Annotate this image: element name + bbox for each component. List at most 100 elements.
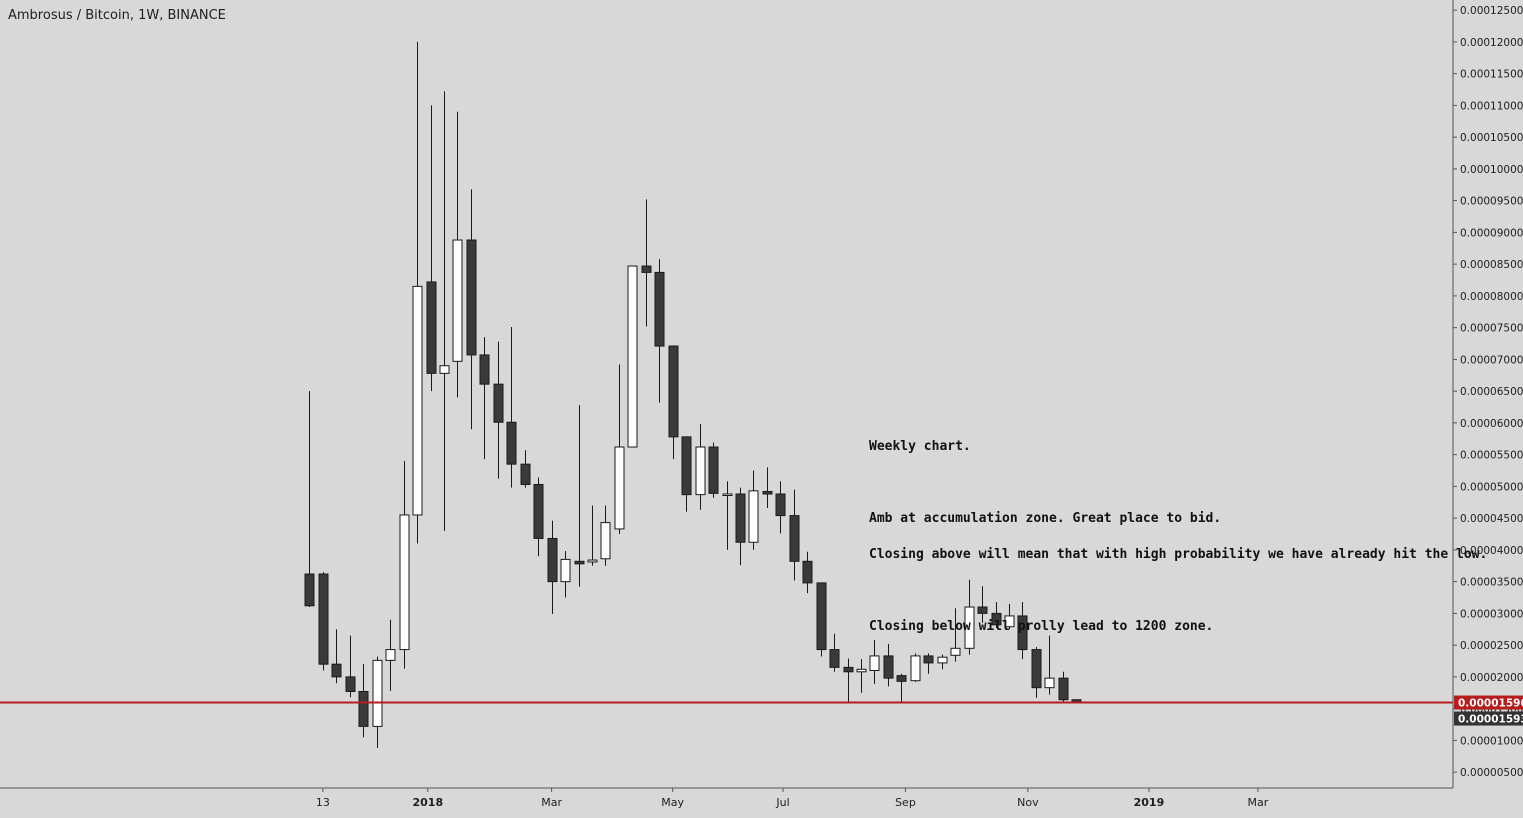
- candle[interactable]: [627, 265, 638, 448]
- candle[interactable]: [1044, 635, 1055, 695]
- price-tick-label: 0.00003500: [1460, 577, 1523, 589]
- candle-body-down: [426, 281, 437, 374]
- horizontal-line-price-label: 0.00001596: [1458, 698, 1523, 710]
- candle[interactable]: [641, 199, 652, 327]
- annotation-line: [869, 477, 1487, 489]
- candle[interactable]: [506, 327, 517, 488]
- candle[interactable]: [708, 442, 719, 498]
- candle[interactable]: [695, 424, 706, 510]
- candle[interactable]: [426, 105, 437, 392]
- candle[interactable]: [856, 659, 867, 693]
- candle[interactable]: [762, 467, 773, 508]
- candle[interactable]: [829, 633, 840, 672]
- plot-area[interactable]: [0, 0, 1453, 788]
- candle-body-up: [385, 649, 396, 661]
- candle[interactable]: [345, 635, 356, 698]
- candle[interactable]: [991, 601, 1002, 628]
- last-price-badge: 0.00001593: [1454, 711, 1523, 726]
- price-tick-label: 0.00005000: [1460, 481, 1523, 493]
- candle[interactable]: [1017, 601, 1028, 660]
- candle[interactable]: [385, 619, 396, 691]
- candle[interactable]: [802, 551, 813, 594]
- candle-body-down: [466, 239, 477, 356]
- candle[interactable]: [977, 586, 988, 623]
- candle[interactable]: [681, 436, 692, 512]
- candle[interactable]: [439, 91, 450, 531]
- annotation-line: Weekly chart.: [869, 439, 971, 454]
- candle[interactable]: [600, 505, 611, 566]
- annotation-line: Closing above will mean that with high p…: [869, 547, 1488, 562]
- candle[interactable]: [412, 41, 423, 544]
- candle-body-down: [896, 675, 907, 682]
- candle-body-down: [318, 573, 329, 665]
- candle[interactable]: [775, 481, 786, 534]
- candle[interactable]: [547, 520, 558, 615]
- horizontal-line-price-badge-bg: [1454, 695, 1523, 710]
- candle[interactable]: [722, 481, 733, 550]
- candle-body-down: [520, 463, 531, 485]
- candle[interactable]: [735, 487, 746, 566]
- candle[interactable]: [587, 505, 598, 566]
- candle-body-up: [1044, 677, 1055, 689]
- price-tick-label: 0.00005500: [1460, 450, 1523, 462]
- candle[interactable]: [816, 582, 827, 657]
- candle[interactable]: [493, 341, 504, 479]
- candle[interactable]: [574, 405, 585, 587]
- time-tick-label: Mar: [1248, 796, 1269, 809]
- candle-body-up: [627, 265, 638, 448]
- candle[interactable]: [304, 391, 315, 608]
- candle[interactable]: [399, 460, 410, 669]
- candle-body-up: [950, 647, 961, 656]
- candle[interactable]: [869, 640, 880, 684]
- candle-body-up: [587, 559, 598, 563]
- candle[interactable]: [560, 551, 571, 598]
- candle[interactable]: [318, 572, 329, 671]
- candle[interactable]: [668, 345, 679, 460]
- candle[interactable]: [358, 664, 369, 738]
- chart-annotation[interactable]: Weekly chart. Amb at accumulation zone. …: [869, 417, 1487, 657]
- candle-body-down: [735, 493, 746, 543]
- price-tick-label: 0.00004000: [1460, 545, 1523, 557]
- candle-body-down: [789, 515, 800, 562]
- time-tick-label: 2018: [413, 796, 444, 809]
- candle[interactable]: [614, 364, 625, 535]
- candle[interactable]: [466, 189, 477, 430]
- candle[interactable]: [896, 673, 907, 703]
- candle[interactable]: [533, 477, 544, 557]
- candle-body-up: [560, 558, 571, 583]
- candle-body-down: [533, 483, 544, 539]
- candle-body-down: [991, 612, 1002, 626]
- candle[interactable]: [789, 489, 800, 581]
- time-tick-label: Jul: [775, 796, 789, 809]
- last-price-label: 0.00001593: [1458, 714, 1523, 726]
- candle-body-up: [748, 490, 759, 543]
- time-tick-label: 13: [316, 796, 330, 809]
- candle[interactable]: [1031, 647, 1042, 698]
- candle[interactable]: [937, 654, 948, 670]
- candle-body-down: [1058, 677, 1069, 701]
- candle[interactable]: [923, 653, 934, 674]
- price-tick-label: 0.00007500: [1460, 323, 1523, 335]
- price-tick-label: 0.00011000: [1460, 100, 1523, 112]
- price-axis[interactable]: 0.000005000.000010000.000015000.00002000…: [1453, 5, 1523, 779]
- candle[interactable]: [964, 579, 975, 655]
- candle[interactable]: [950, 608, 961, 662]
- candle[interactable]: [883, 643, 894, 687]
- time-axis[interactable]: 13 2018 Mar May Jul Sep Nov 2019 Mar: [316, 788, 1269, 809]
- candle[interactable]: [331, 629, 342, 684]
- candle[interactable]: [654, 259, 665, 403]
- candle[interactable]: [748, 470, 759, 550]
- candle[interactable]: [1004, 603, 1015, 630]
- price-tick-label: 0.00010500: [1460, 132, 1523, 144]
- candle[interactable]: [520, 450, 531, 488]
- candle[interactable]: [1058, 671, 1069, 704]
- candle[interactable]: [843, 658, 854, 703]
- candle[interactable]: [910, 653, 921, 682]
- candle-body-down: [641, 265, 652, 273]
- candle[interactable]: [452, 111, 463, 398]
- candle[interactable]: [479, 337, 490, 460]
- candle-body-up: [614, 446, 625, 530]
- candle-body-down: [574, 560, 585, 565]
